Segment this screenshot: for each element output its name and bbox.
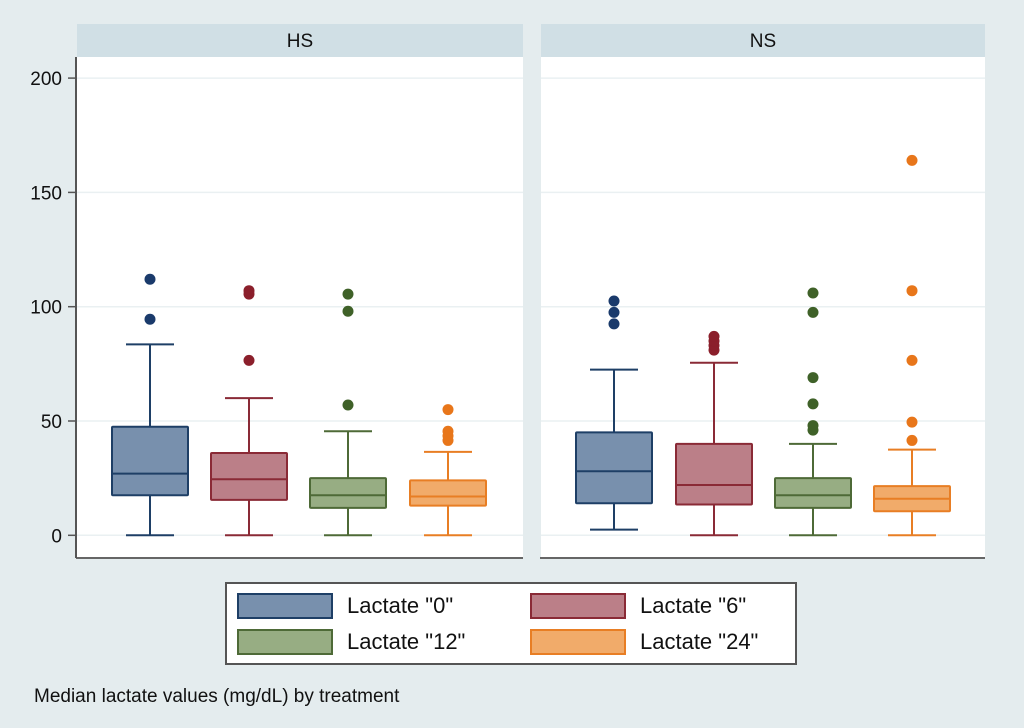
legend-label: Lactate "0" <box>347 593 454 618</box>
box-iqr <box>111 425 189 497</box>
box-24 <box>409 404 487 537</box>
outlier-point <box>608 295 620 307</box>
legend-swatch-lactate-6 <box>530 593 626 619</box>
outlier-point <box>906 154 918 166</box>
box-6 <box>675 330 753 537</box>
box-24 <box>873 154 951 537</box>
outlier-point <box>144 273 156 285</box>
outlier-point <box>807 372 819 384</box>
outlier-point <box>906 416 918 428</box>
panel-header <box>541 24 985 57</box>
outlier-point <box>608 306 620 318</box>
y-axis: 0 50 100 150 200 <box>30 57 77 558</box>
y-tick-label: 50 <box>41 412 62 433</box>
y-tick-label: 200 <box>30 69 62 90</box>
box-12 <box>774 287 852 537</box>
legend: Lactate "0" Lactate "6" Lactate "12" Lac… <box>225 582 797 665</box>
y-tick-label: 0 <box>51 526 62 547</box>
box-12 <box>309 288 387 537</box>
y-tick-label: 150 <box>30 183 62 204</box>
outlier-point <box>807 306 819 318</box>
legend-item-lactate-12: Lactate "12" <box>237 629 465 655</box>
panel-ns: NS <box>540 24 985 559</box>
panel-title: NS <box>750 31 776 52</box>
outlier-point <box>144 313 156 325</box>
outlier-point <box>906 285 918 297</box>
panel-header <box>77 24 523 57</box>
outlier-point <box>807 420 819 432</box>
chart-caption: Median lactate values (mg/dL) by treatme… <box>34 686 400 707</box>
box-iqr <box>210 452 288 501</box>
legend-item-lactate-24: Lactate "24" <box>530 629 758 655</box>
legend-swatch-lactate-12 <box>237 629 333 655</box>
box-iqr <box>575 431 653 505</box>
outlier-point <box>442 404 454 416</box>
legend-label: Lactate "6" <box>640 593 747 618</box>
box-6 <box>210 285 288 537</box>
outlier-point <box>342 399 354 411</box>
box-iqr <box>774 477 852 509</box>
outlier-point <box>807 398 819 410</box>
outlier-point <box>243 354 255 366</box>
chart: HS NS 0 50 100 150 200 <box>30 24 985 559</box>
box-iqr <box>409 479 487 507</box>
legend-item-lactate-6: Lactate "6" <box>530 593 746 619</box>
outlier-point <box>342 305 354 317</box>
outlier-point <box>906 434 918 446</box>
outlier-point <box>807 287 819 299</box>
y-tick-label: 100 <box>30 298 62 319</box>
outlier-point <box>342 288 354 300</box>
legend-swatch-lactate-24 <box>530 629 626 655</box>
outlier-point <box>906 354 918 366</box>
panel-title: HS <box>287 31 313 52</box>
box-0 <box>111 273 189 537</box>
outlier-point <box>243 285 255 297</box>
legend-item-lactate-0: Lactate "0" <box>237 593 453 619</box>
box-0 <box>575 295 653 531</box>
legend-label: Lactate "12" <box>347 629 466 654</box>
outlier-point <box>442 425 454 437</box>
box-iqr <box>309 477 387 509</box>
box-iqr <box>675 442 753 506</box>
panel-hs: HS <box>76 24 523 559</box>
legend-label: Lactate "24" <box>640 629 759 654</box>
outlier-point <box>608 318 620 330</box>
outlier-point <box>708 330 720 342</box>
legend-swatch-lactate-0 <box>237 593 333 619</box>
